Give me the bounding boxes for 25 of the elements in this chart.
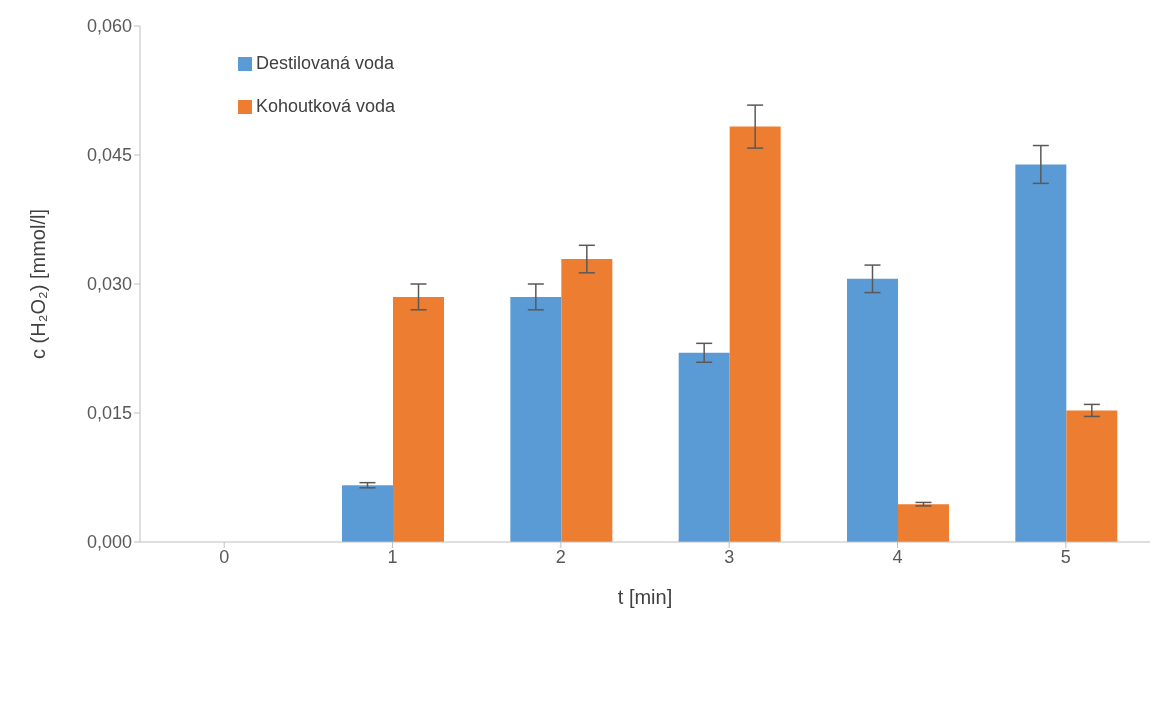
bar <box>1066 410 1118 542</box>
y-axis-title: c (H₂O₂) [mmol/l] <box>27 209 50 359</box>
legend-label: Kohoutková voda <box>256 96 396 117</box>
y-tick-label: 0,060 <box>86 16 132 37</box>
bar <box>678 352 730 542</box>
y-tick-label: 0,000 <box>86 532 132 553</box>
x-tick-label: 1 <box>387 546 398 567</box>
bar <box>342 485 393 542</box>
bar <box>898 504 949 542</box>
x-tick-label: 5 <box>1060 546 1071 567</box>
x-tick-label: 4 <box>892 546 903 567</box>
x-tick-label: 0 <box>219 546 230 567</box>
y-tick-label: 0,030 <box>86 274 132 295</box>
bar <box>561 259 613 542</box>
bar <box>1015 164 1067 542</box>
x-tick-label: 2 <box>555 546 566 567</box>
y-tick-label: 0,045 <box>86 145 132 166</box>
bar <box>729 126 781 542</box>
bar <box>510 296 562 542</box>
y-tick-label: 0,015 <box>86 403 132 424</box>
legend-label: Destilovaná voda <box>256 53 395 74</box>
x-tick-label: 3 <box>724 546 735 567</box>
x-axis-title: t [min] <box>617 586 673 608</box>
bar <box>393 296 444 542</box>
bar <box>847 278 898 542</box>
